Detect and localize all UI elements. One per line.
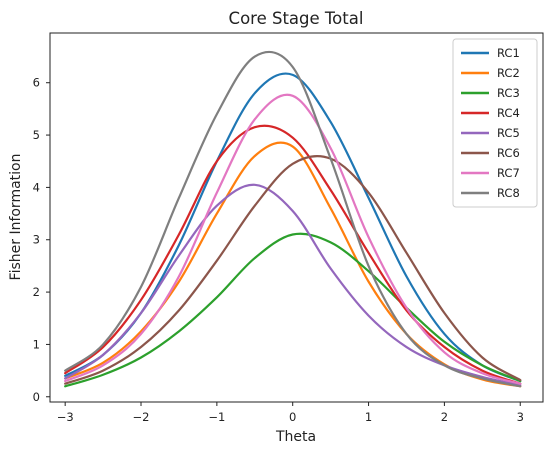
x-tick-label: 1 [365,410,372,424]
series-line-rc3 [64,232,522,388]
series-line-rc4 [64,124,522,385]
legend-label-rc6: RC6 [497,146,520,160]
series-layer [64,50,522,388]
x-tick-label: 3 [517,410,524,424]
series-line-rc8 [64,50,522,388]
y-tick-label: 4 [33,180,40,194]
y-tick-label: 1 [33,337,40,351]
chart-title: Core Stage Total [229,9,364,28]
x-tick-label: −1 [208,410,225,424]
legend-label-rc1: RC1 [497,46,520,60]
x-tick-label: −2 [133,410,150,424]
y-axis-label: Fisher Information [8,154,24,281]
legend-label-rc7: RC7 [497,166,520,180]
series-line-rc6 [64,154,522,385]
x-tick-label: 2 [441,410,448,424]
y-tick-label: 2 [33,285,40,299]
y-tick-label: 3 [33,233,40,247]
legend: RC1 RC2 RC3 RC4 RC5 RC6 RC7 RC8 [452,38,538,208]
x-tick-label: 0 [289,410,296,424]
legend-label-rc8: RC8 [497,186,520,200]
legend-label-rc4: RC4 [497,106,520,120]
legend-label-rc3: RC3 [497,86,520,100]
x-axis-label: Theta [275,429,316,445]
y-tick-label: 5 [33,128,40,142]
legend-label-rc5: RC5 [497,126,520,140]
y-tick-label: 6 [33,76,40,90]
x-tick-label: −3 [57,410,74,424]
y-tick-label: 0 [33,390,40,404]
legend-label-rc2: RC2 [497,66,520,80]
tick-layer: −3 −2 −1 0 1 2 3 0 1 2 3 4 5 6 [33,76,524,424]
legend-box [452,38,538,208]
series-line-rc7 [64,93,522,385]
